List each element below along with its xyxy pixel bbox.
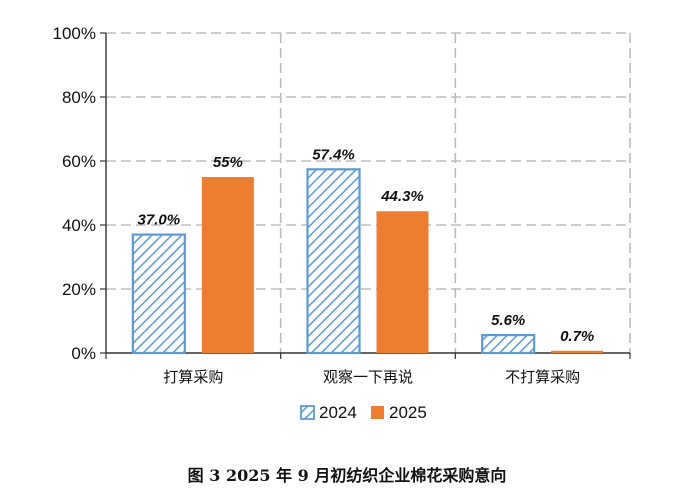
gridlines (106, 32, 631, 353)
data-label: 0.7% (560, 328, 594, 345)
y-tick-label: 100% (53, 24, 96, 43)
x-tick-label: 打算采购 (163, 368, 223, 386)
x-tick-label: 观察一下再说 (323, 368, 413, 386)
y-tick-label: 80% (62, 88, 96, 107)
y-tick-label: 40% (62, 216, 96, 235)
legend-label: 2024 (319, 403, 357, 422)
bar-2024-0 (131, 233, 186, 355)
legend: 2024 2025 (300, 403, 427, 422)
figure-caption: 图 3 2025 年 9 月初纺织企业棉花采购意向 (187, 466, 507, 485)
bar-2024-1 (306, 168, 361, 355)
data-label: 57.4% (312, 146, 355, 163)
data-label: 55% (213, 154, 243, 171)
bar-chart: 0% 20% 40% 60% 80% 100% 打算采购 观察一下再说 不打算采购 37.0% 5… (53, 24, 631, 422)
bar-2025-0 (201, 177, 254, 353)
axes: 0% 20% 40% 60% 80% 100% 打算采购 观察一下再说 不打算采购 (53, 24, 631, 386)
bar-2025-1 (376, 211, 429, 353)
bar-2024-2 (481, 333, 536, 355)
legend-swatch (300, 405, 315, 420)
data-label: 44.3% (380, 188, 424, 205)
legend-label: 2025 (389, 403, 427, 422)
x-tick-label: 不打算采购 (505, 368, 580, 386)
bars (131, 168, 604, 355)
data-label: 5.6% (491, 312, 525, 329)
data-label: 37.0% (138, 212, 181, 229)
data-labels: 37.0% 57.4% 5.6% 55% 44.3% 0.7% (138, 146, 595, 344)
y-tick-label: 60% (62, 152, 96, 171)
legend-swatch (371, 406, 384, 419)
bar-2025-2 (551, 350, 604, 353)
y-tick-label: 20% (62, 280, 96, 299)
y-tick-label: 0% (71, 344, 96, 363)
